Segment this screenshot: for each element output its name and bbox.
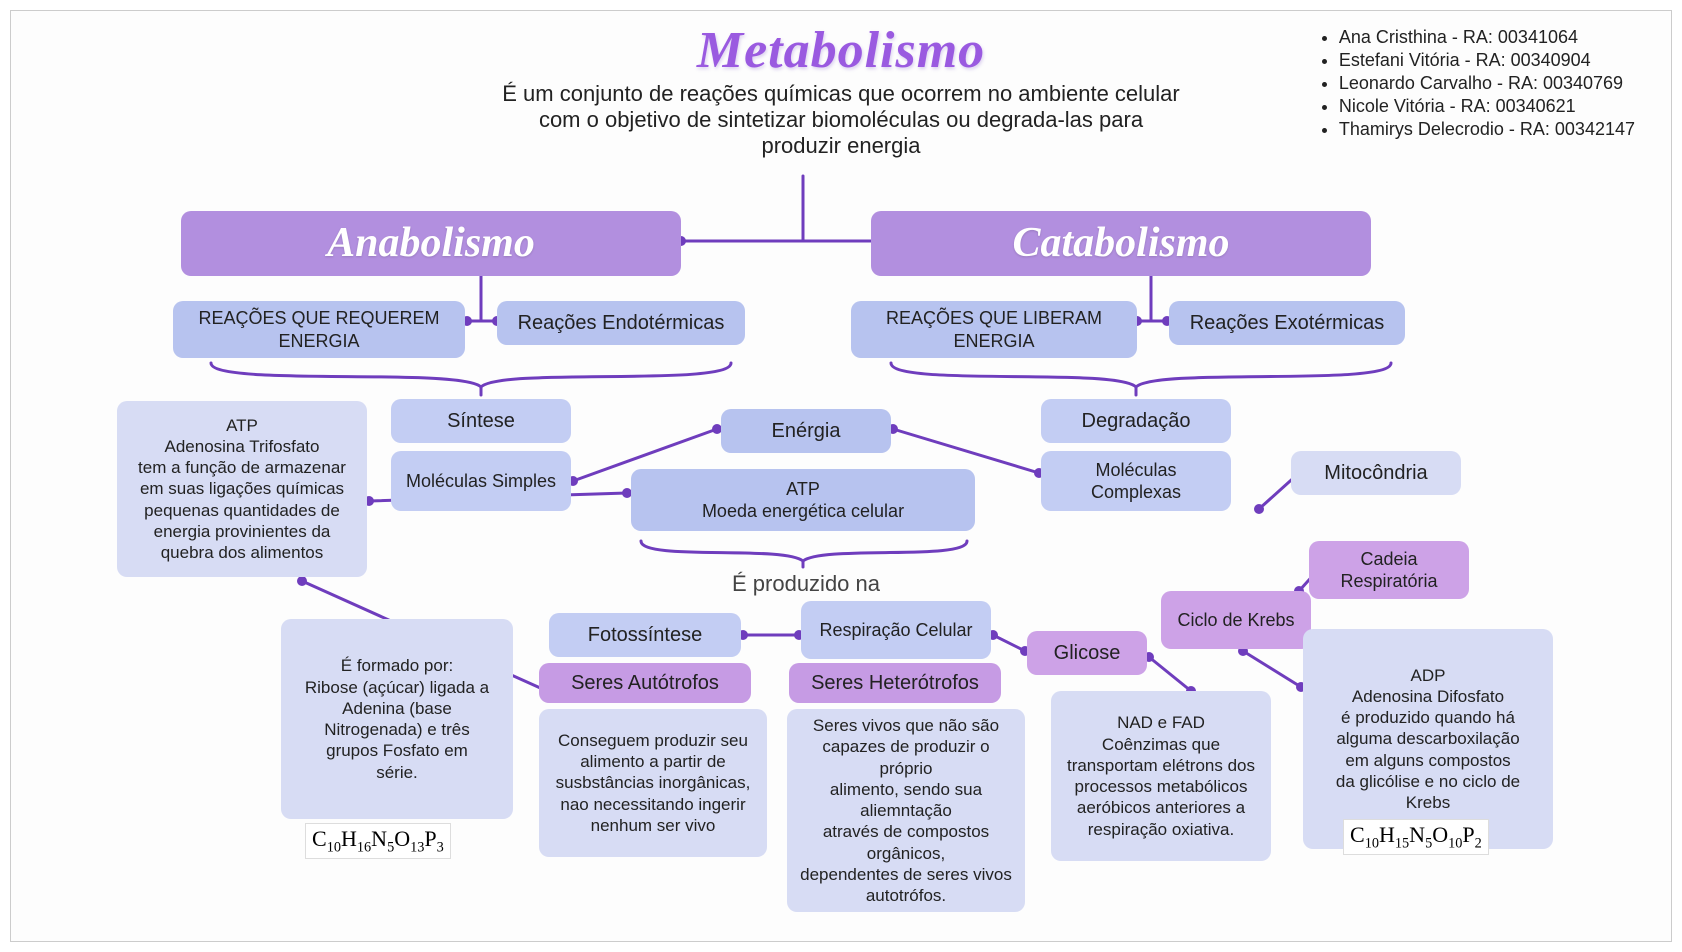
page: Metabolismo É um conjunto de reações quí… [0,0,1682,952]
node-anabolismo: Anabolismo [181,211,681,276]
center-text: É produzido na [711,571,901,597]
node-molComplexas: Moléculas Complexas [1041,451,1231,511]
node-exo: Reações Exotérmicas [1169,301,1405,345]
node-endo: Reações Endotérmicas [497,301,745,345]
node-cadeiaResp: Cadeia Respiratória [1309,541,1469,599]
node-atpDesc: ATP Adenosina Trifosfato tem a função de… [117,401,367,577]
node-glicose: Glicose [1027,631,1147,675]
author: Leonardo Carvalho - RA: 00340769 [1339,73,1635,94]
formula-adp: C10H15N5O10P2 [1343,819,1489,855]
author: Ana Cristhina - RA: 00341064 [1339,27,1635,48]
node-nadFad: NAD e FAD Coênzimas que transportam elét… [1051,691,1271,861]
subtitle-line: com o objetivo de sintetizar biomolécula… [539,107,1143,132]
node-fotossintese: Fotossíntese [549,613,741,657]
node-heterotrofos: Seres Heterótrofos [789,663,1001,703]
formula-atp: C10H16N5O13P3 [305,823,451,859]
node-reqEnergia: REAÇÕES QUE REQUEREM ENERGIA [173,301,465,358]
subtitle-line: produzir energia [762,133,921,158]
subtitle-line: É um conjunto de reações químicas que oc… [502,81,1179,106]
canvas: Metabolismo É um conjunto de reações quí… [10,10,1672,942]
node-energia: Enérgia [721,409,891,453]
node-catabolismo: Catabolismo [871,211,1371,276]
node-autotrofosDesc: Conseguem produzir seu alimento a partir… [539,709,767,857]
node-heterotrofosDesc: Seres vivos que não são capazes de produ… [787,709,1025,912]
node-degradacao: Degradação [1041,399,1231,443]
node-respCelular: Respiração Celular [801,601,991,659]
node-atpMoeda: ATP Moeda energética celular [631,469,975,531]
authors-list: Ana Cristhina - RA: 00341064 Estefani Vi… [1317,25,1635,142]
node-autotrofos: Seres Autótrofos [539,663,751,703]
author: Thamirys Delecrodio - RA: 00342147 [1339,119,1635,140]
node-molSimples: Moléculas Simples [391,451,571,511]
author: Estefani Vitória - RA: 00340904 [1339,50,1635,71]
node-sintese: Síntese [391,399,571,443]
node-libEnergia: REAÇÕES QUE LIBERAM ENERGIA [851,301,1137,358]
node-adpDesc: ADP Adenosina Difosfato é produzido quan… [1303,629,1553,849]
node-atpFormado: É formado por: Ribose (açúcar) ligada a … [281,619,513,819]
node-mitocondria: Mitocôndria [1291,451,1461,495]
author: Nicole Vitória - RA: 00340621 [1339,96,1635,117]
node-cicloKrebs: Ciclo de Krebs [1161,591,1311,649]
